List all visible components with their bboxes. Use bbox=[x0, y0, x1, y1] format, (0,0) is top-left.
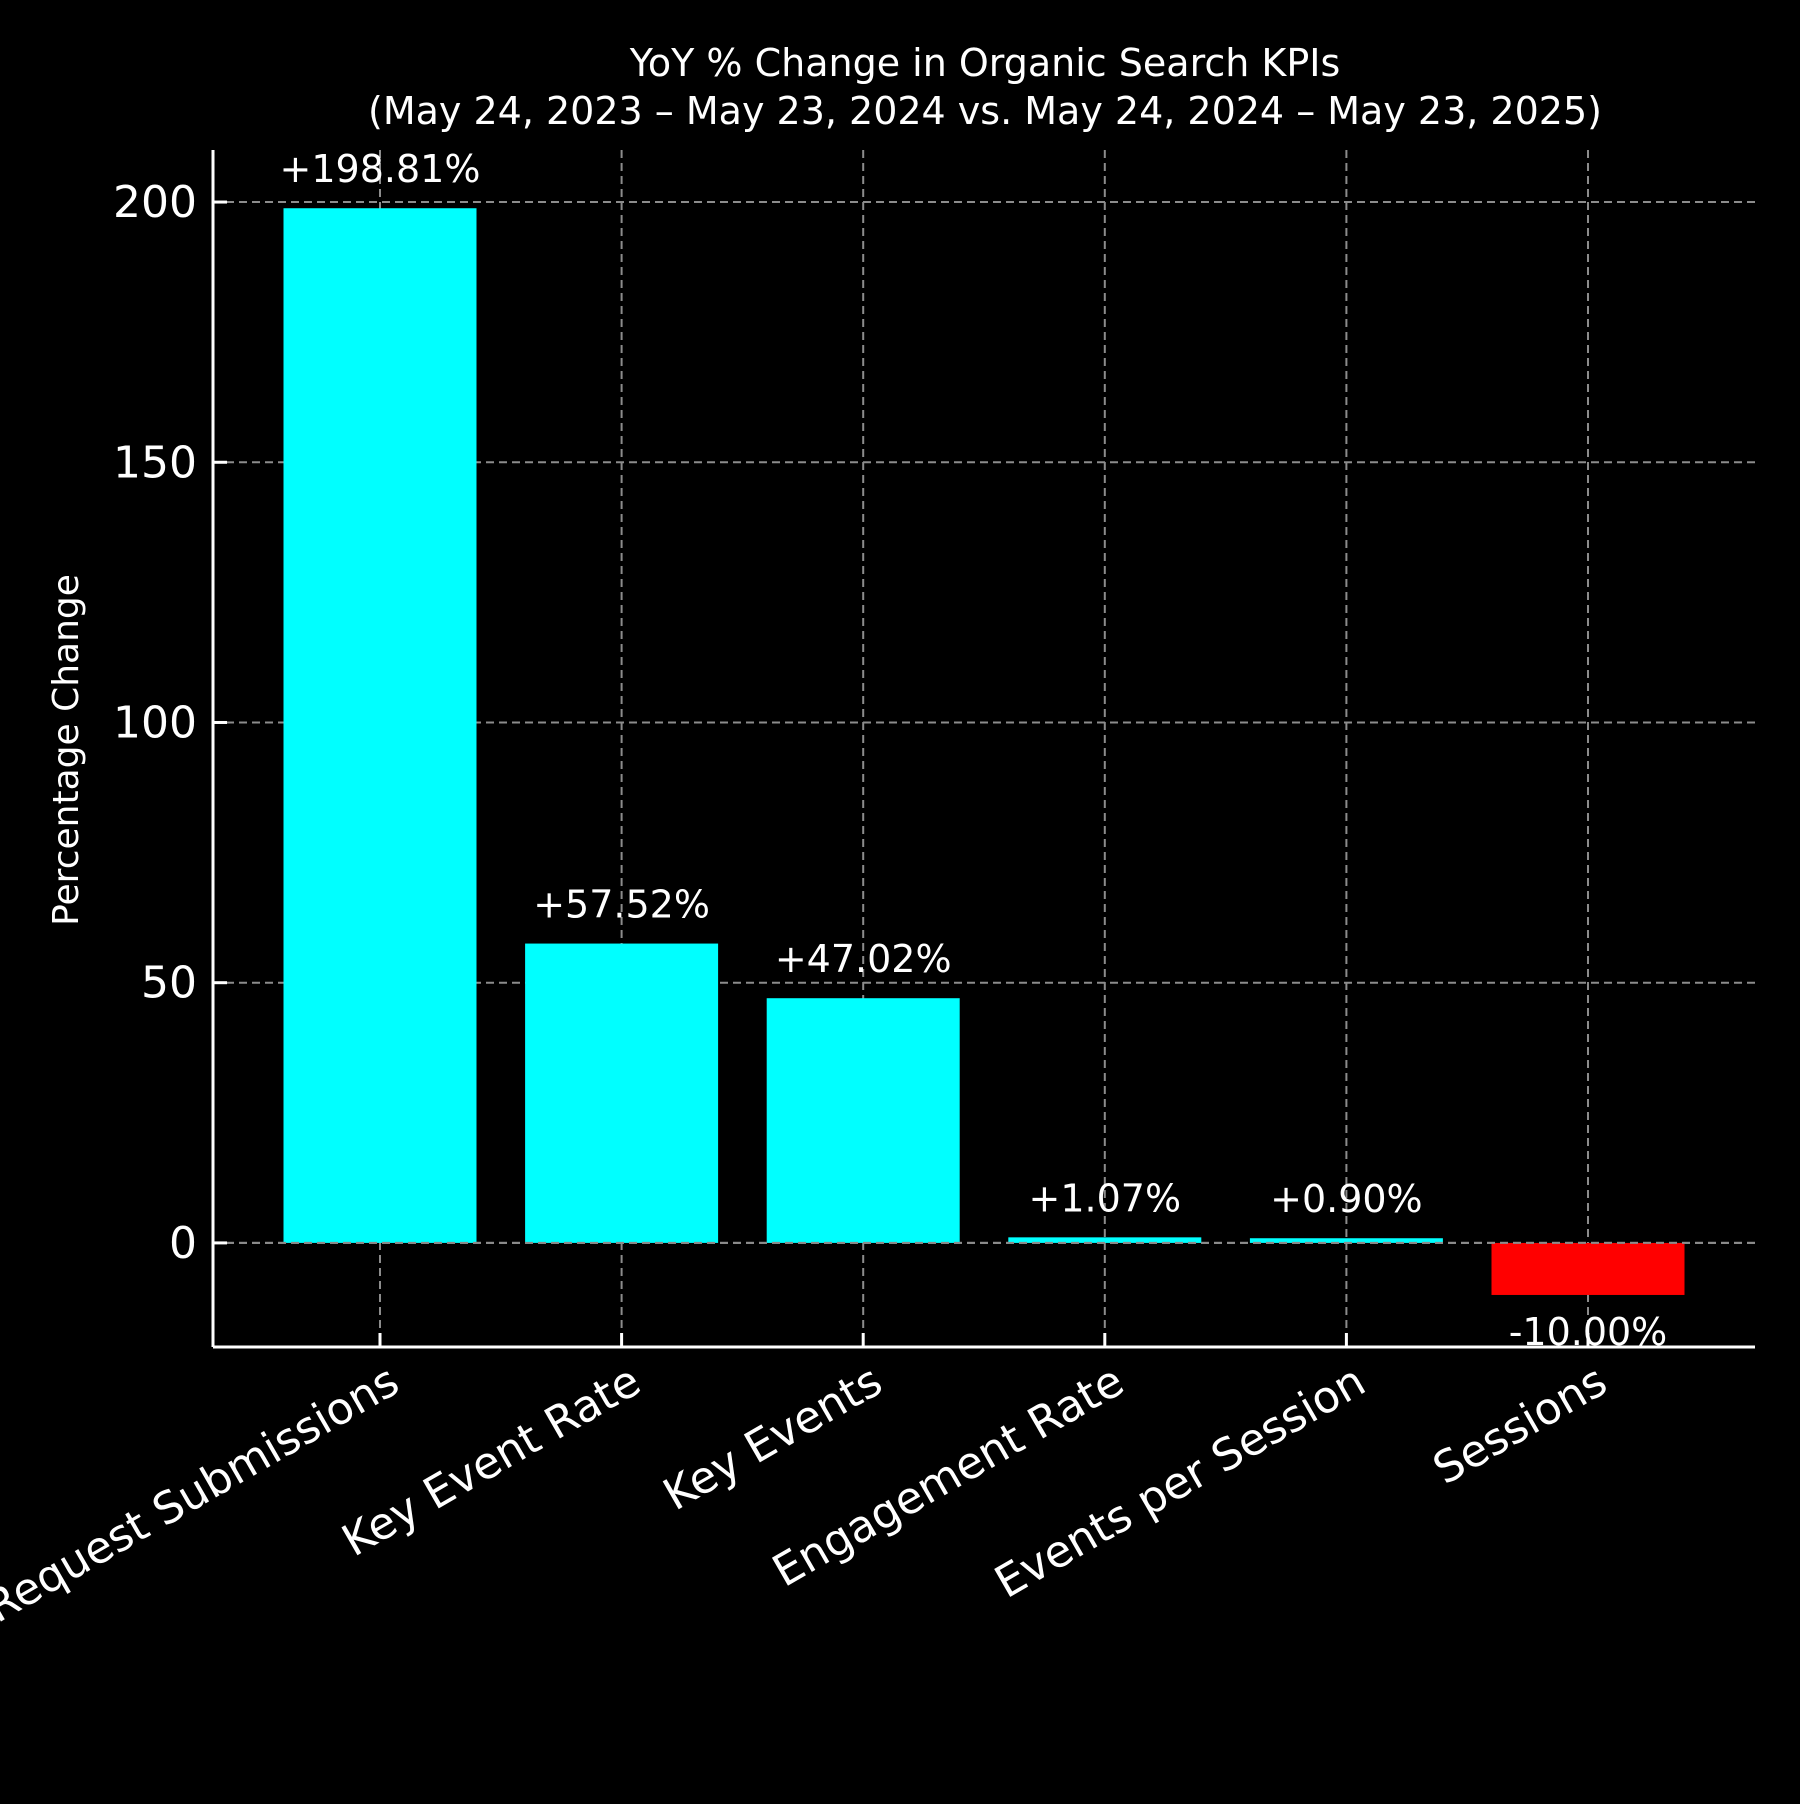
data-label: +198.81% bbox=[280, 147, 481, 191]
data-label: -10.00% bbox=[1509, 1310, 1668, 1354]
bar bbox=[1008, 1237, 1202, 1243]
data-label: +1.07% bbox=[1029, 1176, 1182, 1220]
bar bbox=[766, 998, 960, 1243]
bar bbox=[1249, 1238, 1443, 1243]
data-label: +0.90% bbox=[1270, 1177, 1423, 1221]
bar bbox=[283, 208, 477, 1243]
data-label: +47.02% bbox=[775, 937, 952, 981]
y-tick-label: 0 bbox=[169, 1218, 197, 1269]
y-axis-label: Percentage Change bbox=[46, 574, 87, 926]
bar-layer bbox=[213, 208, 1755, 1295]
y-tick-label: 100 bbox=[113, 697, 197, 748]
data-label: +57.52% bbox=[533, 883, 710, 927]
axis-layer bbox=[211, 150, 1755, 1349]
y-tick-label: 50 bbox=[141, 958, 197, 1009]
y-tick-label: 150 bbox=[113, 437, 197, 488]
chart-subtitle: (May 24, 2023 – May 23, 2024 vs. May 24,… bbox=[368, 89, 1602, 133]
bar bbox=[525, 943, 719, 1243]
chart-title: YoY % Change in Organic Search KPIs bbox=[629, 41, 1341, 85]
bar bbox=[1491, 1242, 1685, 1295]
y-tick-label: 200 bbox=[113, 177, 197, 228]
